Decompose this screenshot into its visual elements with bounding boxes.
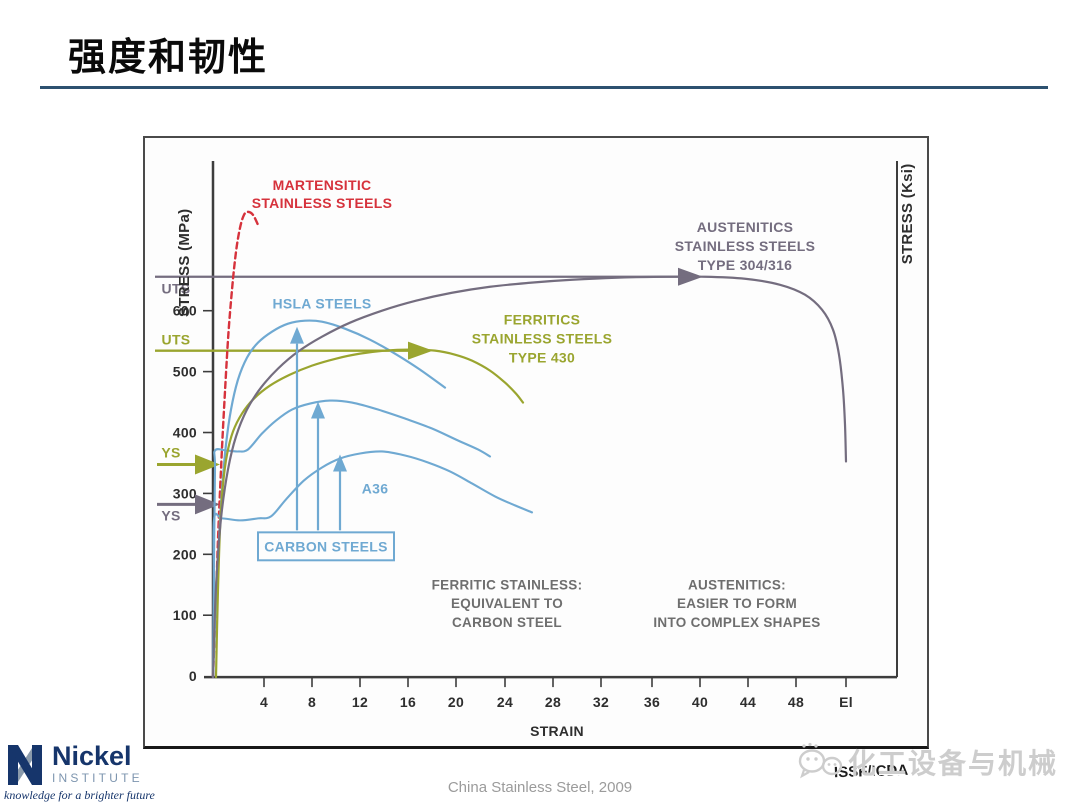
label-a36: A36 <box>362 480 389 496</box>
y-tick-label-500: 500 <box>173 364 197 380</box>
curve-carbon-mid <box>211 399 492 679</box>
x-tick-label-24: 24 <box>497 694 513 710</box>
page-title: 强度和韧性 <box>68 37 269 79</box>
label-austenitic-2: STAINLESS STEELS <box>675 238 815 254</box>
x-tick-label-48: 48 <box>788 694 804 710</box>
label-uts-ferritic: UTS <box>162 332 191 348</box>
carbon-steels-box <box>257 531 395 562</box>
carbon-arrow-a36-head <box>333 454 347 472</box>
curve-martensitic <box>211 210 260 679</box>
y-axis-title: STRESS (MPa) <box>176 209 193 317</box>
note-ferritic-2: EQUIVALENT TO <box>451 596 563 611</box>
label-martensitic-1: MARTENSITIC <box>273 177 372 193</box>
label-ferritic-3: TYPE 430 <box>509 350 575 366</box>
logo-tagline: knowledge for a brighter future <box>4 788 155 802</box>
carbon-steels-box-label: CARBON STEELS <box>264 538 388 554</box>
x-tick-label-12: 12 <box>352 694 368 710</box>
x-tick-label-40: 40 <box>692 694 708 710</box>
x-tick-label-28: 28 <box>545 694 561 710</box>
ys-ferritic-arrow-head <box>195 454 220 475</box>
note-austenitic-2: EASIER TO FORM <box>677 596 797 611</box>
curve-ferritic <box>214 348 525 679</box>
y-tick-label-300: 300 <box>173 485 197 501</box>
x-tick-label-36: 36 <box>644 694 660 710</box>
y-tick-label-600: 600 <box>173 303 197 319</box>
chat-bubbles-icon <box>798 742 843 779</box>
watermark-text: 化工设备与机械 <box>848 748 1059 779</box>
nickel-institute-logo: Nickel INSTITUTE knowledge for a brighte… <box>4 741 155 803</box>
x-tick-label-8: 8 <box>308 694 316 710</box>
x-tick-label-4: 4 <box>260 694 268 710</box>
label-ys-austenitic: YS <box>161 507 180 523</box>
carbon-arrow-mid-head <box>311 401 325 419</box>
label-martensitic-2: STAINLESS STEELS <box>252 195 392 211</box>
y-tick-label-200: 200 <box>173 546 197 562</box>
carbon-arrow-hsla-head <box>290 326 304 344</box>
title-underline <box>40 86 1048 89</box>
ys-austenitic-arrow-head <box>195 494 220 515</box>
label-hsla: HSLA STEELS <box>272 296 371 312</box>
note-ferritic-3: CARBON STEEL <box>452 615 562 630</box>
note-ferritic-1: FERRITIC STAINLESS: <box>432 577 583 592</box>
x-tick-label-20: 20 <box>448 694 464 710</box>
x-tick-label-44: 44 <box>740 694 756 710</box>
note-austenitic-3: INTO COMPLEX SHAPES <box>653 615 820 630</box>
chart-frame: 600 500 400 300 200 100 0 4 8 12 16 20 24 28 32 36 40 44 4… <box>143 136 929 749</box>
label-uts-austenitic: UTS <box>162 281 191 297</box>
label-ys-ferritic: YS <box>161 444 180 460</box>
nickel-logo-icon <box>8 745 42 785</box>
label-ferritic-2: STAINLESS STEELS <box>472 331 612 347</box>
x-tick-label-32: 32 <box>593 694 609 710</box>
x-axis-title: STRAIN <box>530 723 584 739</box>
label-austenitic-1: AUSTENITICS <box>697 219 794 235</box>
logo-name: Nickel <box>52 741 132 771</box>
label-austenitic-3: TYPE 304/316 <box>698 257 793 273</box>
x-tick-label-El: El <box>839 694 853 710</box>
y2-axis-title: STRESS (Ksi) <box>899 163 916 264</box>
y-tick-label-0: 0 <box>189 668 197 684</box>
curve-austenitic <box>211 275 848 679</box>
label-ferritic-1: FERRITICS <box>504 312 581 328</box>
x-tick-label-16: 16 <box>400 694 416 710</box>
watermark: 化工设备与机械 <box>796 742 1058 782</box>
curve-hsla <box>211 319 447 679</box>
note-austenitic-1: AUSTENITICS: <box>688 577 786 592</box>
caption: China Stainless Steel, 2009 <box>447 779 633 796</box>
y-tick-label-400: 400 <box>173 425 197 441</box>
y-tick-label-100: 100 <box>173 607 197 623</box>
logo-institute: INSTITUTE <box>52 771 143 785</box>
